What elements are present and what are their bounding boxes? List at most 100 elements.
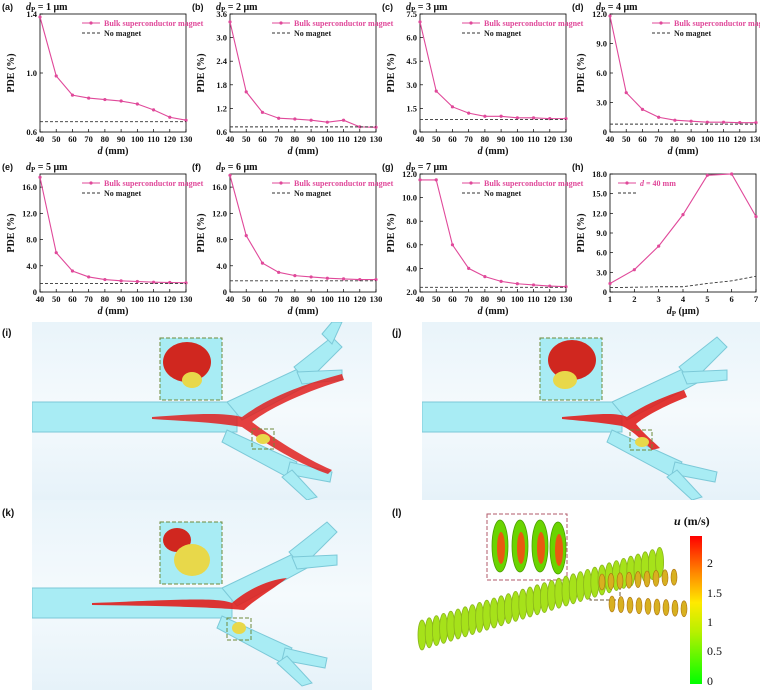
x-axis-label: d (mm) xyxy=(668,146,699,157)
velocity-slice xyxy=(616,572,624,590)
data-point xyxy=(184,118,188,122)
y-tick-label: 0.6 xyxy=(216,127,227,137)
simulation-k xyxy=(32,500,372,690)
velocity-slice xyxy=(634,571,642,588)
y-tick-label: 4.0 xyxy=(26,261,37,271)
x-tick-label: 110 xyxy=(147,294,159,304)
y-tick-label: 2.0 xyxy=(406,287,417,297)
velocity-slice xyxy=(652,570,660,587)
data-point xyxy=(184,281,188,285)
vessel-i xyxy=(32,322,344,500)
x-tick-label: 70 xyxy=(274,134,283,144)
velocity-slice xyxy=(590,566,600,598)
legend-label: Bulk superconductor magnet xyxy=(484,19,584,28)
y-tick-label: 1.4 xyxy=(26,9,37,19)
velocity-slice xyxy=(460,606,470,638)
velocity-slices-l xyxy=(417,513,688,651)
chart-a: (a) dP = 1 μm 40 50 60 70 80 90 100 110 120 130 0.6 1… xyxy=(2,2,204,157)
x-tick-label: 130 xyxy=(180,294,193,304)
x-tick-label: 40 xyxy=(36,134,45,144)
y-tick-label: 0 xyxy=(413,127,417,137)
particle-cloud-k xyxy=(92,578,287,610)
simulation-l: u (m/s) 2 1.5 1 0.5 0 xyxy=(412,500,760,690)
data-point xyxy=(70,93,75,97)
data-point xyxy=(38,175,42,179)
data-point xyxy=(103,277,107,282)
x-tick-label: 50 xyxy=(432,294,441,304)
x-tick-label: 40 xyxy=(226,134,235,144)
velocity-slice xyxy=(525,586,535,618)
x-tick-label: 120 xyxy=(353,134,366,144)
velocity-slice xyxy=(653,598,661,616)
x-tick-label: 80 xyxy=(291,294,300,304)
y-tick-label: 2.4 xyxy=(216,56,227,66)
data-point xyxy=(608,281,612,286)
x-tick-label: 50 xyxy=(52,134,61,144)
y-tick-label: 1.2 xyxy=(216,103,227,113)
x-tick-label: 110 xyxy=(527,294,539,304)
x-tick-label: 50 xyxy=(432,134,441,144)
data-point xyxy=(135,279,139,284)
chart-title: dP = 5 μm xyxy=(26,162,68,174)
velocity-slice xyxy=(655,547,665,578)
y-tick-label: 3.0 xyxy=(596,267,607,277)
y-tick-label: 18.0 xyxy=(592,169,607,179)
x-tick-label: 100 xyxy=(701,134,714,144)
x-tick-label: 50 xyxy=(242,294,251,304)
data-point xyxy=(341,277,346,281)
data-point xyxy=(151,108,156,112)
inset-slice-core xyxy=(517,532,525,564)
x-tick-label: 70 xyxy=(464,134,473,144)
y-tick-label: 16.0 xyxy=(22,182,37,192)
velocity-slice xyxy=(608,595,616,613)
data-point xyxy=(531,283,536,287)
series-line-superconductor xyxy=(39,16,187,121)
x-tick-label: 130 xyxy=(370,134,383,144)
velocity-slice xyxy=(468,604,477,635)
y-tick-label: 12.0 xyxy=(402,169,417,179)
panel-label: (h) xyxy=(572,162,584,172)
x-axis-label: d (mm) xyxy=(288,146,319,157)
y-tick-label: 8.0 xyxy=(26,235,37,245)
velocity-slice xyxy=(575,571,585,602)
data-point xyxy=(531,116,536,120)
legend-marker xyxy=(469,181,473,185)
legend-label: Bulk superconductor magnet xyxy=(294,19,394,28)
velocity-slice xyxy=(662,599,670,616)
velocity-slice xyxy=(670,568,678,586)
x-tick-label: 130 xyxy=(560,134,573,144)
data-point xyxy=(70,269,75,273)
panel-label: (c) xyxy=(382,2,393,12)
x-tick-label: 80 xyxy=(291,134,300,144)
x-tick-label: 90 xyxy=(497,294,506,304)
x-tick-label: 3 xyxy=(657,294,661,304)
x-tick-label: 90 xyxy=(117,134,126,144)
legend-label: Bulk superconductor magnet xyxy=(104,179,204,188)
data-point xyxy=(467,111,471,115)
x-tick-label: 80 xyxy=(481,134,490,144)
x-tick-label: 70 xyxy=(654,134,663,144)
data-point xyxy=(754,215,758,219)
data-point xyxy=(705,173,709,177)
x-tick-label: 60 xyxy=(68,134,77,144)
data-point xyxy=(135,102,139,106)
plot-frame xyxy=(39,173,187,293)
y-tick-label: 9.0 xyxy=(596,39,607,49)
data-point xyxy=(244,234,248,238)
plot-frame xyxy=(229,13,377,133)
data-point xyxy=(325,120,329,124)
y-tick-label: 10.0 xyxy=(402,193,417,203)
data-point xyxy=(657,115,661,119)
x-tick-label: 130 xyxy=(370,294,383,304)
data-point xyxy=(483,114,487,118)
y-tick-label: 1.0 xyxy=(26,68,37,78)
simulation-i xyxy=(32,322,372,500)
x-tick-label: 90 xyxy=(687,134,696,144)
data-point xyxy=(721,120,726,124)
x-tick-label: 80 xyxy=(101,134,110,144)
velocity-slice xyxy=(561,575,571,607)
y-tick-label: 7.5 xyxy=(406,9,417,19)
velocity-slice xyxy=(489,597,499,629)
data-point xyxy=(260,110,265,114)
